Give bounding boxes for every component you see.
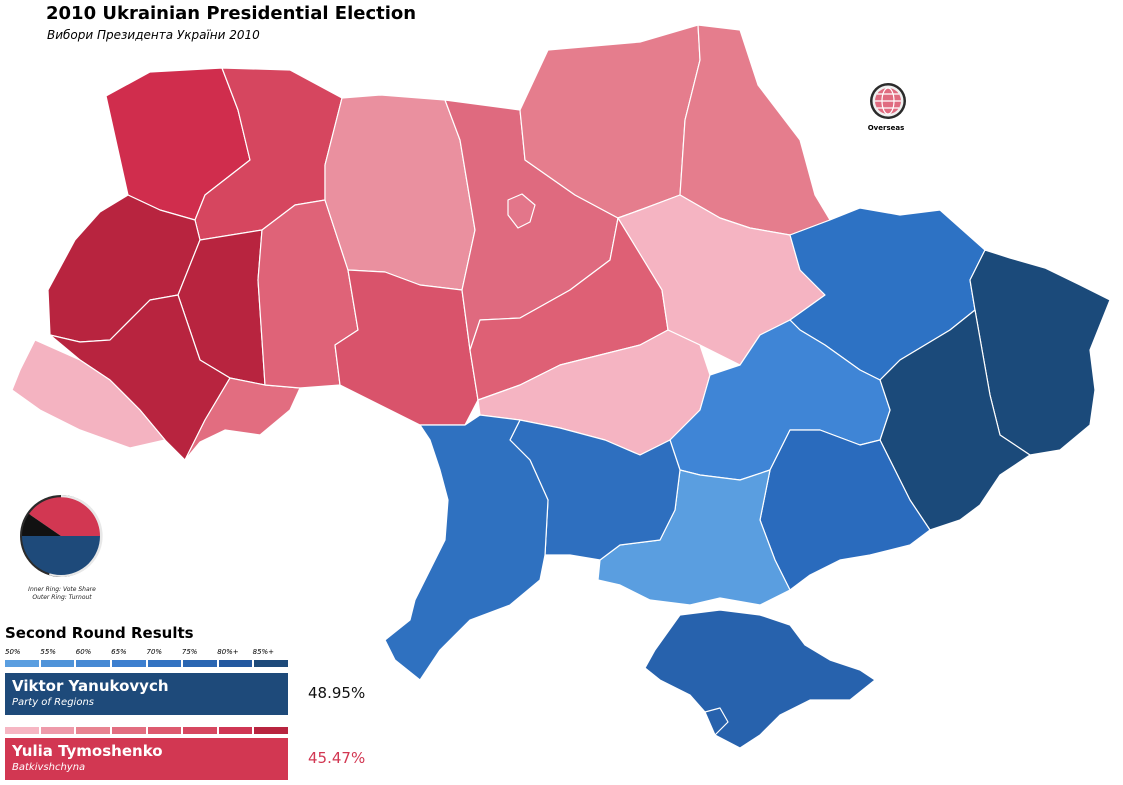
ring-caption-inner: Inner Ring: Vote Share [28,586,96,593]
region-kyiv-city[interactable] [507,193,536,229]
overseas-label: Overseas [867,124,905,132]
scale-label: 85%+ [252,648,275,656]
red-scale-swatch-1 [5,727,39,734]
blue-scale-swatch-1 [5,660,39,667]
scale-label: 75% [181,648,198,656]
scale-labels: 50% 55% 60% 65% 70% 75% 80%+ 85%+ [5,648,288,656]
candidate-share-tymoshenko: 45.47% [308,749,366,767]
region-odesa[interactable] [384,414,549,681]
scale-label: 55% [40,648,56,656]
candidate-box-yanukovych: Viktor Yanukovych Party of Regions [5,673,288,715]
blue-scale-swatch-3 [76,660,110,667]
blue-scale-swatch-6 [183,660,217,667]
region-vinnytsia[interactable] [334,269,479,426]
legend-scale-red [5,727,288,734]
red-scale-swatch-4 [111,727,146,734]
region-zakarpattia[interactable] [11,339,166,449]
region-zhytomyr[interactable] [324,94,476,291]
legend-scale-blue [5,660,288,667]
vote-share-ring [20,494,103,577]
region-chernivtsi[interactable] [184,377,301,461]
blue-scale-swatch-5 [147,660,182,667]
candidate-name: Viktor Yanukovych [12,677,169,695]
red-scale-swatch-3 [76,727,110,734]
candidate-box-tymoshenko: Yulia Tymoshenko Batkivshchyna [5,738,288,780]
region-sumy[interactable] [679,24,831,236]
red-scale-swatch-7 [218,727,253,734]
ring-slice-yanukovych [22,536,100,575]
map-subtitle: Вибори Президента України 2010 [47,28,260,42]
blue-scale-swatch-8 [254,660,288,667]
blue-scale-swatch-4 [111,660,146,667]
red-scale-swatch-6 [183,727,217,734]
scale-label: 60% [75,648,92,656]
candidate-name: Yulia Tymoshenko [12,742,163,760]
region-sevastopol[interactable] [704,707,729,736]
ring-caption-outer: Outer Ring: Turnout [32,594,92,601]
red-scale-swatch-5 [147,727,182,734]
candidate-party: Party of Regions [12,697,94,708]
results-heading: Second Round Results [5,624,194,642]
region-crimea[interactable] [644,609,876,749]
scale-label: 50% [5,648,21,656]
ring-slice-against-all [22,514,61,536]
ring-slice-tymoshenko [29,497,100,536]
blue-scale-swatch-2 [40,660,75,667]
red-scale-swatch-8 [254,727,288,734]
ring-caption: Inner Ring: Vote Share Outer Ring: Turno… [10,586,114,602]
globe-icon[interactable] [870,83,906,119]
candidate-party: Batkivshchyna [12,762,86,773]
scale-label: 80%+ [217,648,239,656]
scale-label: 70% [146,648,163,656]
red-scale-swatch-2 [40,727,75,734]
candidate-share-yanukovych: 48.95% [308,684,366,702]
scale-label: 65% [111,648,127,656]
blue-scale-swatch-7 [218,660,253,667]
map-title: 2010 Ukrainian Presidential Election [46,3,417,24]
